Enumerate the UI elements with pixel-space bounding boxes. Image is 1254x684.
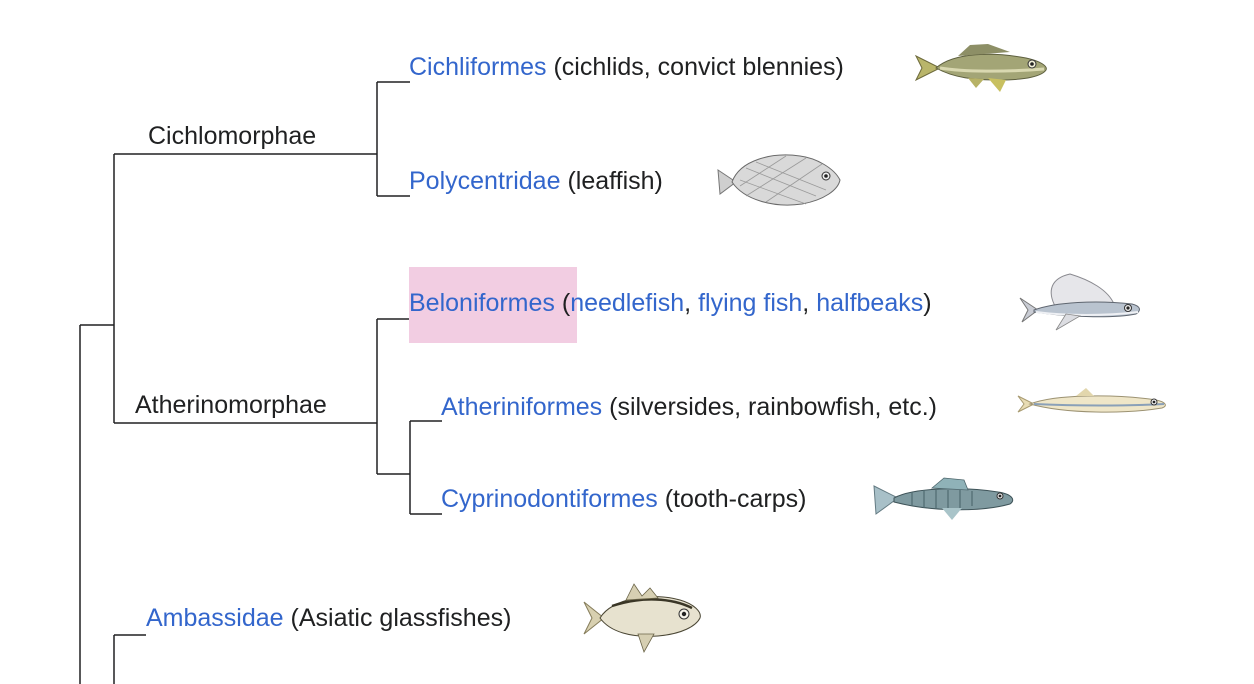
polycentridae-description: (leaffish) bbox=[567, 167, 663, 195]
polycentridae-link[interactable]: Polycentridae bbox=[409, 167, 561, 195]
cyprinodontiformes-link[interactable]: Cyprinodontiformes bbox=[441, 485, 658, 513]
tooth-carp-illustration-icon bbox=[873, 477, 1014, 520]
needlefish-link[interactable]: needlefish bbox=[570, 289, 685, 317]
cichliformes-description: (cichlids, convict blennies) bbox=[553, 53, 844, 81]
ambassidae-description: (Asiatic glassfishes) bbox=[290, 604, 512, 632]
cyprinodontiformes-description: (tooth-carps) bbox=[664, 485, 807, 513]
beloniformes-separator: , bbox=[684, 289, 699, 317]
glassfish-illustration-icon bbox=[583, 583, 701, 653]
ambassidae-link[interactable]: Ambassidae bbox=[146, 604, 284, 632]
beloniformes-highlight bbox=[409, 267, 577, 343]
taxon-cichliformes: Cichliformes (cichlids, convict blennies… bbox=[409, 52, 844, 82]
fish-illustration-icon bbox=[914, 44, 1047, 92]
leaffish-illustration-icon bbox=[717, 154, 841, 206]
flying-fish-illustration-icon bbox=[1019, 273, 1140, 331]
flying-fish-link[interactable]: flying fish bbox=[698, 289, 803, 317]
taxon-beloniformes: Beloniformes (needlefish, flying fish, h… bbox=[409, 288, 932, 318]
taxon-cyprinodontiformes: Cyprinodontiformes (tooth-carps) bbox=[441, 484, 806, 514]
beloniformes-open-paren: ( bbox=[561, 289, 571, 317]
beloniformes-close-paren: ) bbox=[923, 289, 932, 317]
cichliformes-link[interactable]: Cichliformes bbox=[409, 53, 547, 81]
beloniformes-separator: , bbox=[802, 289, 817, 317]
halfbeaks-link[interactable]: halfbeaks bbox=[816, 289, 924, 317]
beloniformes-link[interactable]: Beloniformes bbox=[409, 289, 555, 317]
clade-label-cichlomorphae: Cichlomorphae bbox=[148, 122, 317, 150]
atheriniformes-link[interactable]: Atheriniformes bbox=[441, 393, 603, 421]
clade-label-atherinomorphae: Atherinomorphae bbox=[135, 391, 327, 419]
atheriniformes-description: (silversides, rainbowfish, etc.) bbox=[609, 393, 938, 421]
silverside-illustration-icon bbox=[1017, 388, 1166, 413]
taxon-ambassidae: Ambassidae (Asiatic glassfishes) bbox=[146, 603, 511, 633]
taxon-atheriniformes: Atheriniformes (silversides, rainbowfish… bbox=[441, 392, 937, 422]
taxon-polycentridae: Polycentridae (leaffish) bbox=[409, 166, 663, 196]
